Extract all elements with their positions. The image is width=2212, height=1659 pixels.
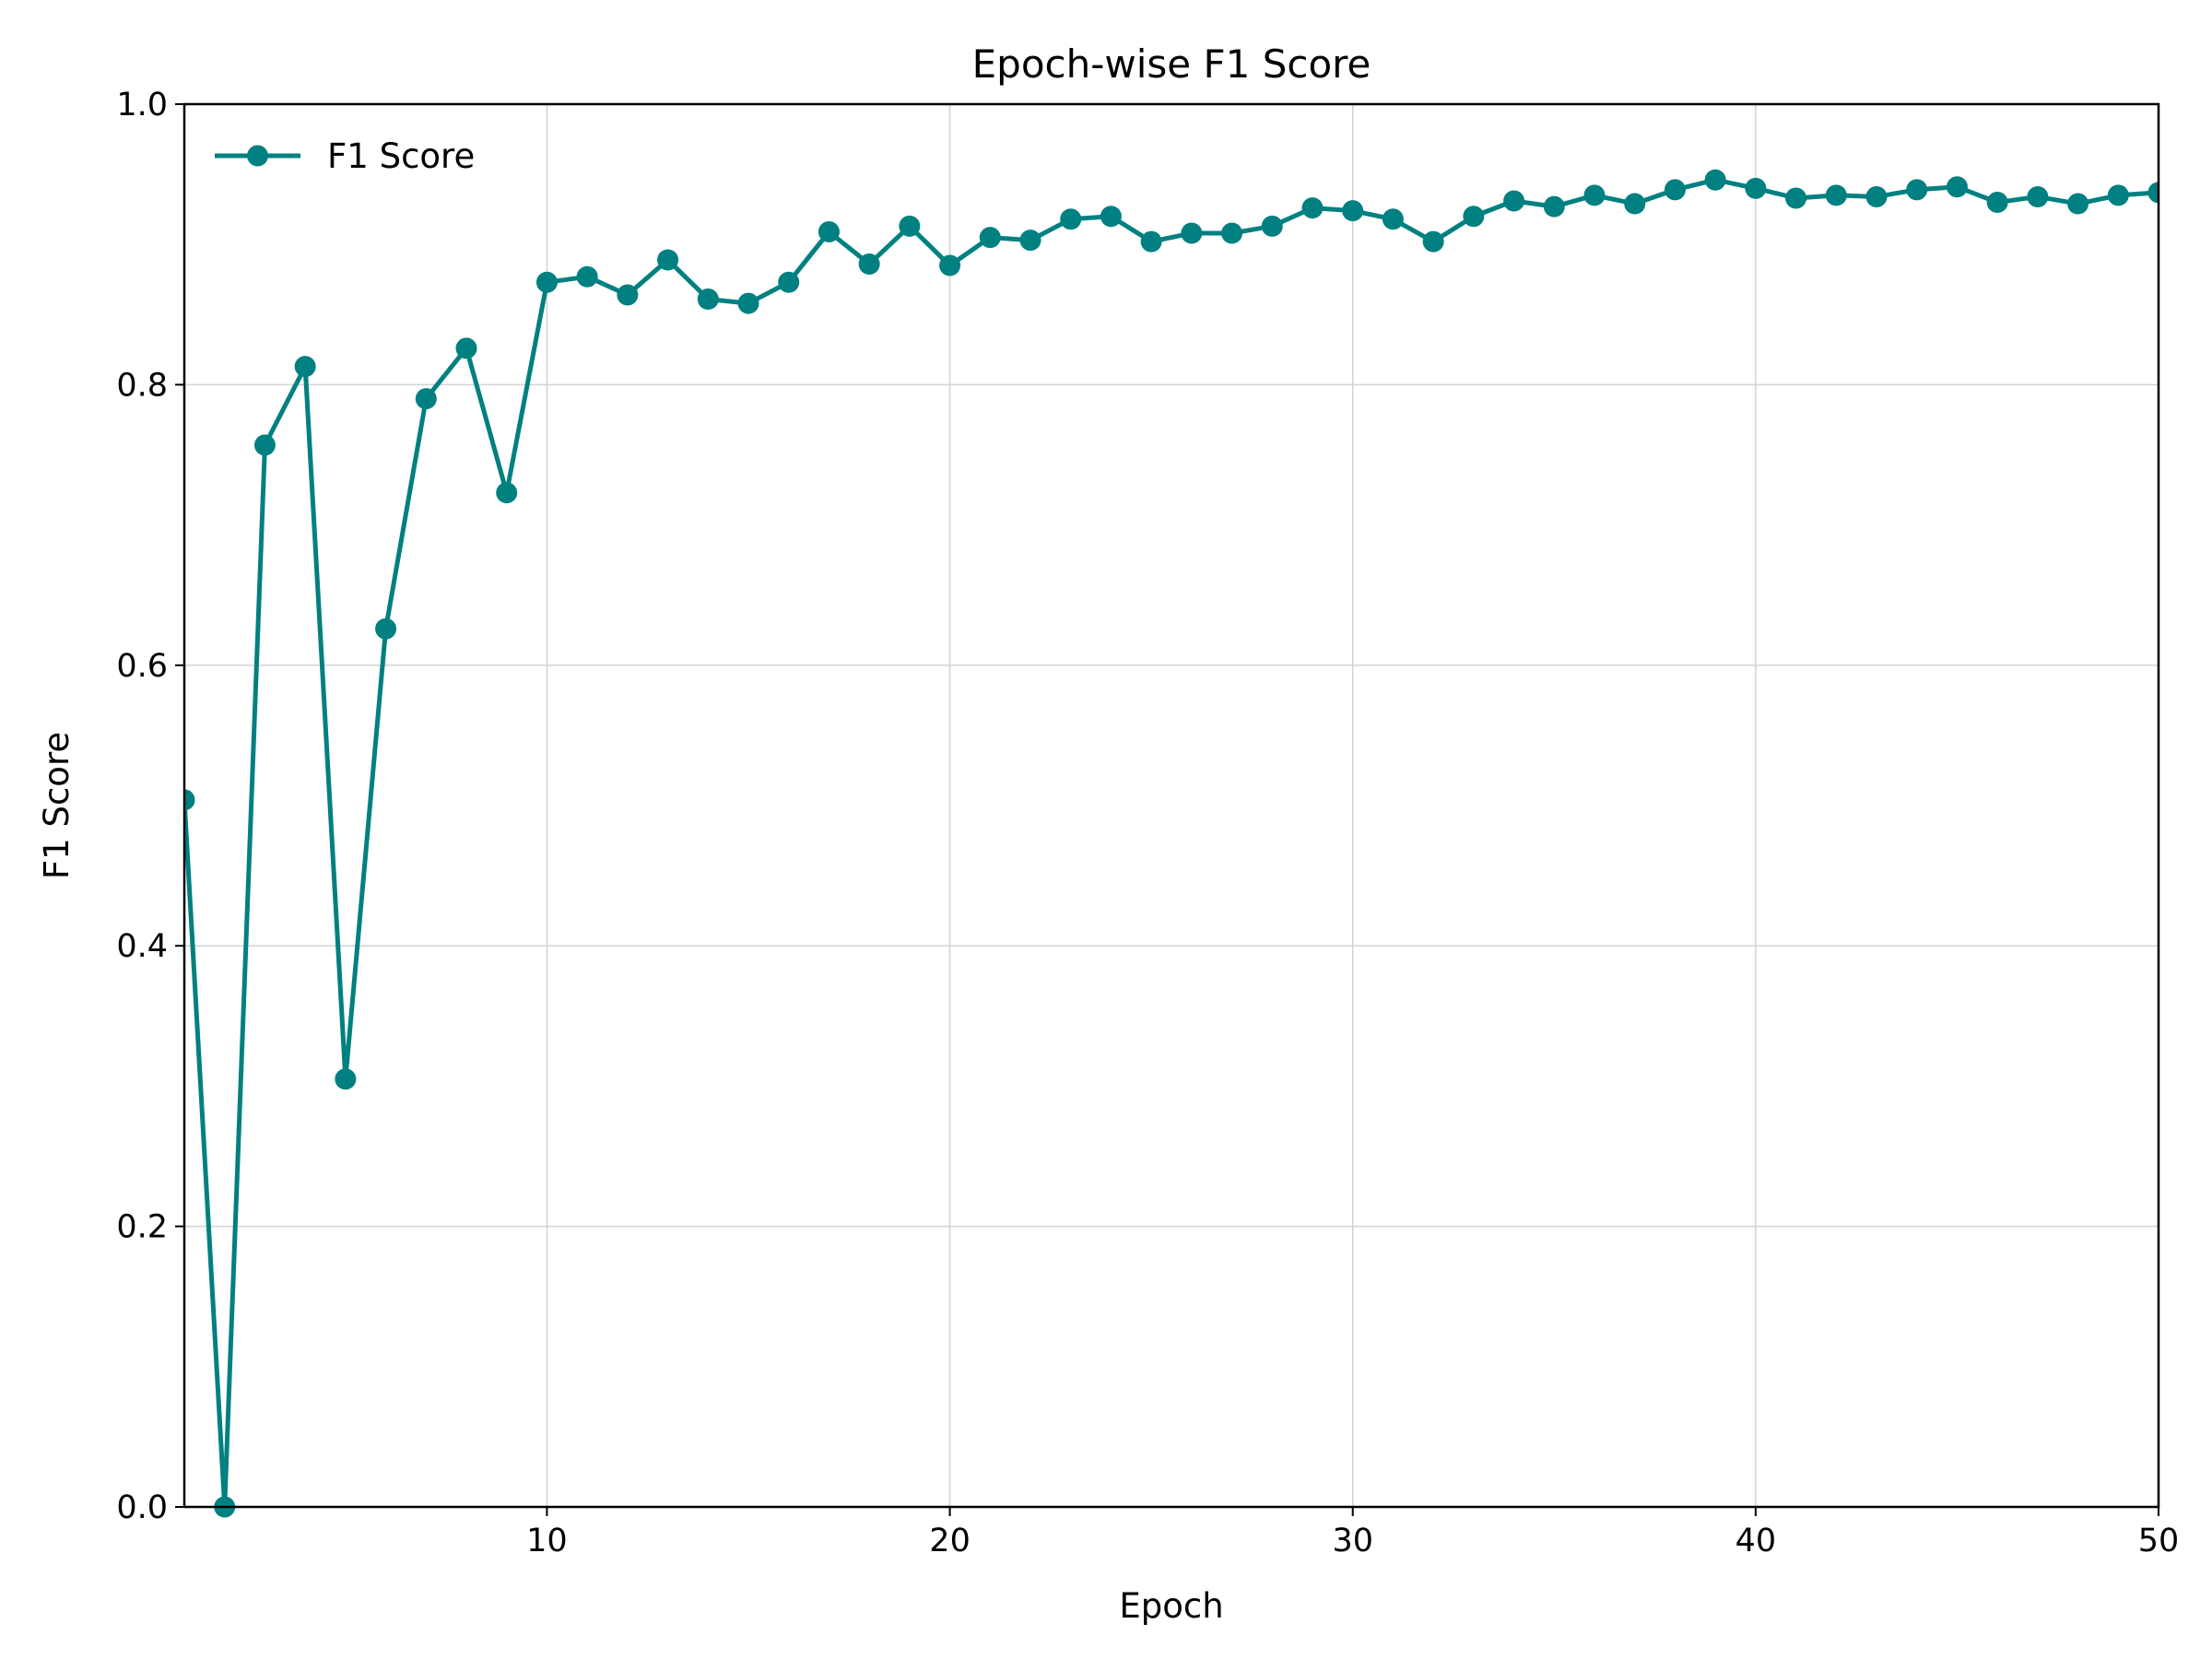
y-tick-label: 1.0 — [116, 87, 168, 124]
data-point — [617, 284, 639, 306]
plot-frame — [182, 102, 2160, 1509]
x-tick-label: 30 — [1332, 1523, 1373, 1559]
data-point — [1382, 208, 1404, 230]
x-tick-label: 10 — [526, 1523, 568, 1559]
data-point — [2067, 193, 2089, 215]
data-point — [2027, 185, 2049, 207]
series-layer — [184, 169, 2159, 1518]
y-tick-label: 0.8 — [116, 367, 168, 404]
data-point — [1060, 208, 1082, 230]
data-point — [253, 434, 276, 456]
data-point — [657, 249, 679, 271]
x-tick-label: 50 — [2138, 1523, 2180, 1559]
data-point — [1583, 184, 1606, 206]
data-point — [1946, 176, 1968, 198]
data-point — [858, 253, 880, 276]
chart-title: Epoch-wise F1 Score — [972, 41, 1371, 87]
data-point — [1422, 230, 1444, 253]
data-point — [1664, 179, 1686, 201]
data-point — [496, 482, 518, 504]
data-point — [1503, 190, 1525, 212]
data-point — [1906, 179, 1928, 201]
data-point — [1785, 187, 1807, 209]
data-point — [697, 288, 719, 311]
data-point — [535, 271, 558, 293]
data-point — [1342, 200, 1364, 222]
data-point — [294, 356, 316, 378]
data-point — [1301, 197, 1324, 219]
series-group — [184, 169, 2159, 1518]
data-point — [184, 789, 195, 811]
data-point — [778, 271, 800, 293]
data-point — [818, 221, 840, 243]
data-point — [1624, 193, 1646, 215]
data-point — [1463, 206, 1485, 228]
y-tick-label: 0.0 — [116, 1489, 168, 1526]
data-point — [899, 215, 921, 237]
legend: F1 Score — [215, 136, 475, 176]
data-point — [576, 265, 598, 288]
x-axis-label: Epoch — [1119, 1586, 1223, 1626]
x-tick-label: 40 — [1735, 1523, 1777, 1559]
data-point — [1543, 195, 1565, 218]
x-tick-label: 20 — [929, 1523, 971, 1559]
data-point — [1704, 169, 1726, 191]
data-point — [1745, 177, 1767, 199]
data-point — [979, 227, 1001, 249]
data-point — [455, 337, 477, 359]
data-point — [415, 388, 437, 410]
data-point — [1825, 184, 1847, 206]
data-point — [1986, 192, 2008, 214]
data-point — [939, 254, 961, 276]
y-tick-label: 0.4 — [116, 928, 168, 965]
legend-marker-swatch — [247, 145, 268, 167]
data-point — [2107, 184, 2129, 206]
data-point — [1140, 230, 1162, 253]
legend-label: F1 Score — [327, 136, 475, 176]
data-point — [1261, 215, 1283, 237]
data-point — [1181, 222, 1203, 244]
data-point — [1221, 222, 1243, 244]
data-point — [375, 618, 397, 640]
y-tick-label: 0.2 — [116, 1209, 168, 1246]
axis-ticks: 10 20 30 40 50 0.0 0.2 0.4 0.6 0.8 1.0 — [116, 87, 2179, 1559]
data-point — [2147, 182, 2159, 204]
data-point — [335, 1068, 357, 1090]
data-point — [1100, 206, 1122, 228]
y-axis-label: F1 Score — [37, 732, 76, 879]
data-point — [1865, 185, 1888, 207]
data-point — [737, 292, 759, 314]
data-point — [1019, 229, 1041, 252]
y-tick-label: 0.6 — [116, 648, 168, 685]
